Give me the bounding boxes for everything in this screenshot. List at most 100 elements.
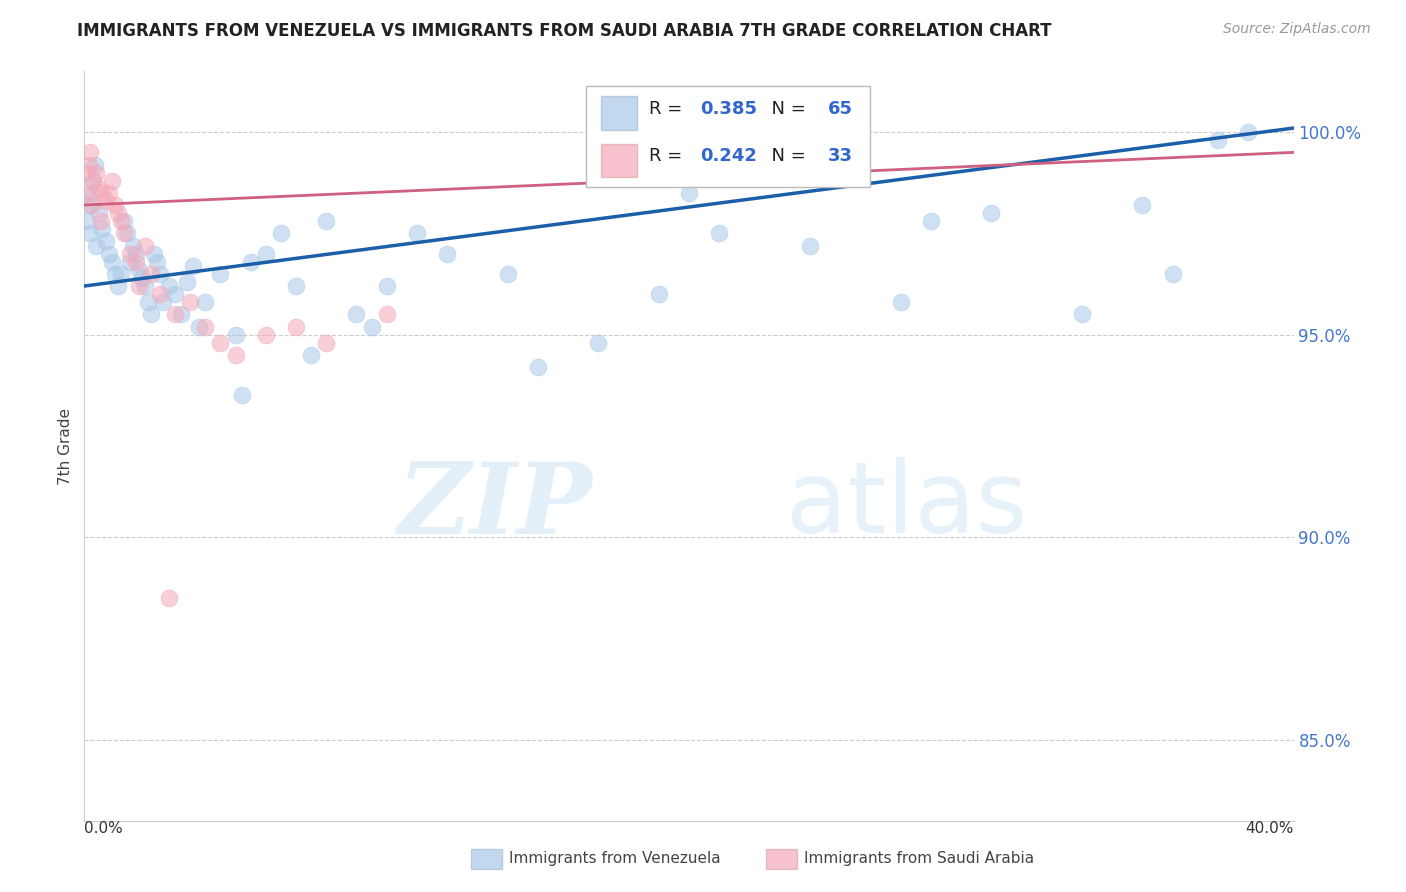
Point — [142, 246, 165, 260]
Text: N =: N = — [761, 147, 811, 165]
Point — [285, 279, 308, 293]
Point — [188, 319, 211, 334]
Y-axis label: 7th Grade: 7th Grade — [58, 408, 73, 484]
Point — [194, 319, 217, 334]
Point — [194, 295, 217, 310]
Text: 40.0%: 40.0% — [1246, 821, 1294, 836]
Point — [146, 254, 169, 268]
Text: 0.242: 0.242 — [700, 147, 756, 165]
Point — [75, 186, 97, 200]
Point — [80, 186, 103, 200]
Point — [157, 591, 180, 605]
Point — [346, 307, 368, 321]
Point — [315, 214, 337, 228]
Point — [648, 287, 671, 301]
Text: 0.0%: 0.0% — [84, 821, 124, 836]
Point — [1071, 307, 1094, 321]
Point — [527, 359, 550, 374]
Point — [375, 307, 398, 321]
Point — [165, 307, 187, 321]
Point — [128, 262, 150, 277]
Point — [110, 267, 132, 281]
Point — [360, 319, 382, 334]
Text: atlas: atlas — [786, 458, 1028, 555]
Point — [209, 335, 232, 350]
Point — [131, 271, 153, 285]
Point — [136, 295, 159, 310]
Point — [89, 182, 111, 196]
Point — [110, 214, 132, 228]
Text: 0.385: 0.385 — [700, 100, 756, 118]
Point — [104, 267, 127, 281]
Point — [82, 174, 104, 188]
Text: Source: ZipAtlas.com: Source: ZipAtlas.com — [1223, 22, 1371, 37]
Point — [315, 335, 337, 350]
Point — [94, 194, 117, 208]
Point — [254, 327, 277, 342]
Point — [285, 319, 308, 334]
Bar — [766, 849, 797, 869]
Point — [76, 166, 98, 180]
Point — [77, 198, 100, 212]
Point — [118, 254, 141, 268]
Point — [100, 174, 122, 188]
Text: Immigrants from Venezuela: Immigrants from Venezuela — [509, 852, 721, 866]
Point — [112, 227, 135, 241]
Point — [406, 227, 429, 241]
Point — [104, 198, 127, 212]
Text: 65: 65 — [828, 100, 853, 118]
Point — [588, 335, 610, 350]
Text: R =: R = — [650, 147, 688, 165]
Text: N =: N = — [761, 100, 811, 118]
Point — [134, 279, 156, 293]
Point — [239, 254, 262, 268]
Point — [100, 254, 122, 268]
Point — [91, 222, 114, 236]
Point — [115, 227, 138, 241]
Bar — [471, 849, 502, 869]
Point — [179, 295, 201, 310]
Point — [139, 267, 162, 281]
Point — [299, 348, 322, 362]
Point — [90, 214, 112, 228]
Point — [152, 295, 174, 310]
Text: R =: R = — [650, 100, 688, 118]
Text: 33: 33 — [828, 147, 853, 165]
Text: Immigrants from Saudi Arabia: Immigrants from Saudi Arabia — [804, 852, 1035, 866]
Point — [97, 246, 120, 260]
Point — [709, 227, 731, 241]
Point — [89, 206, 111, 220]
Point — [270, 227, 292, 241]
Point — [149, 287, 172, 301]
Point — [496, 267, 519, 281]
Point — [128, 279, 150, 293]
Text: IMMIGRANTS FROM VENEZUELA VS IMMIGRANTS FROM SAUDI ARABIA 7TH GRADE CORRELATION : IMMIGRANTS FROM VENEZUELA VS IMMIGRANTS … — [77, 22, 1052, 40]
Point — [121, 238, 143, 252]
FancyBboxPatch shape — [600, 96, 637, 130]
Text: ZIP: ZIP — [398, 458, 592, 554]
Point — [1206, 133, 1229, 147]
Point — [118, 246, 141, 260]
Point — [890, 295, 912, 310]
Point — [84, 157, 107, 171]
Point — [678, 186, 700, 200]
Point — [91, 186, 114, 200]
Point — [76, 214, 98, 228]
Point — [82, 174, 104, 188]
Point — [1237, 125, 1260, 139]
Point — [79, 145, 101, 160]
Point — [225, 348, 247, 362]
Point — [112, 214, 135, 228]
Point — [125, 254, 148, 268]
Point — [165, 287, 187, 301]
Point — [209, 267, 232, 281]
Point — [231, 388, 253, 402]
Point — [436, 246, 458, 260]
Point — [94, 235, 117, 249]
Point — [375, 279, 398, 293]
Point — [139, 307, 162, 321]
Point — [149, 267, 172, 281]
Point — [80, 198, 103, 212]
Point — [225, 327, 247, 342]
Point — [77, 157, 100, 171]
